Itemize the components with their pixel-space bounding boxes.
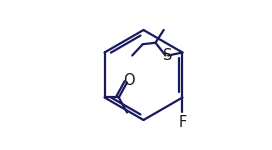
Text: F: F: [178, 115, 187, 130]
Text: S: S: [163, 48, 173, 63]
Text: O: O: [123, 73, 135, 88]
